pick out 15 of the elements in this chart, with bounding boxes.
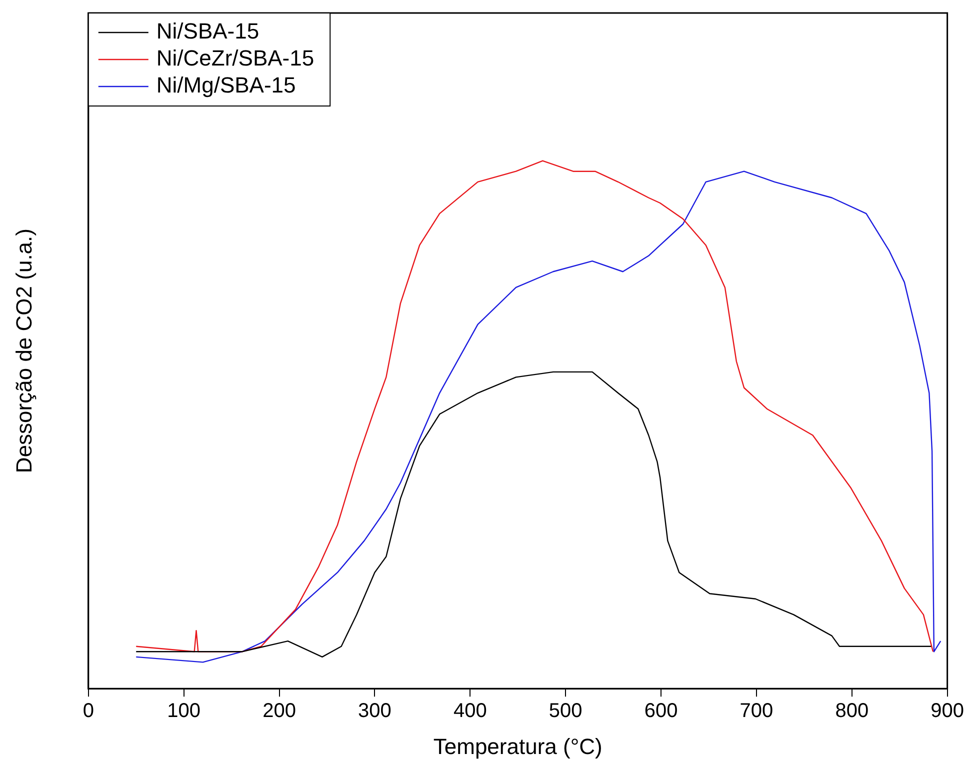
x-tick-label: 100 xyxy=(167,700,201,722)
x-tick-label: 0 xyxy=(82,700,94,722)
legend-label: Ni/SBA-15 xyxy=(156,18,260,44)
x-tick-label: 500 xyxy=(548,700,582,722)
x-tick-label: 900 xyxy=(930,700,964,722)
x-tick-label: 600 xyxy=(644,700,678,722)
x-tick-label: 300 xyxy=(358,700,392,722)
x-axis-title: Temperatura (°C) xyxy=(433,734,602,759)
x-tick-label: 700 xyxy=(740,700,774,722)
legend-label: Ni/Mg/SBA-15 xyxy=(156,72,296,98)
legend-label: Ni/CeZr/SBA-15 xyxy=(156,46,314,71)
x-tick-label: 200 xyxy=(262,700,296,722)
y-axis-title: Dessorção de CO2 (u.a.) xyxy=(11,228,36,474)
x-tick-label: 800 xyxy=(835,700,869,722)
x-tick-label: 400 xyxy=(453,700,487,722)
